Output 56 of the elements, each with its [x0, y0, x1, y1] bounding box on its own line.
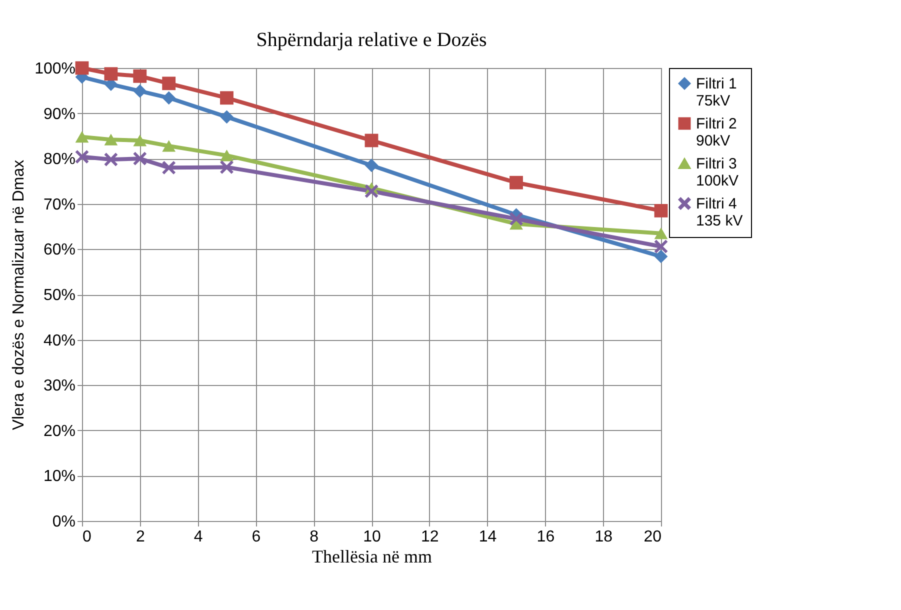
y-tick-label: 50% [43, 287, 76, 304]
x-tick-label: 6 [252, 528, 261, 546]
y-tick-label: 80% [43, 151, 76, 168]
y-tick-label: 10% [43, 468, 76, 486]
legend-label: Filtri 4 135 kV [696, 196, 743, 230]
y-tick-label: 40% [43, 332, 76, 350]
point [654, 240, 668, 254]
y-tick-label: 20% [43, 422, 76, 440]
x-tick-label: 4 [194, 528, 203, 546]
point [75, 61, 89, 75]
y-tick-label: 90% [43, 106, 76, 123]
point [133, 69, 147, 83]
point [364, 134, 378, 148]
point [220, 160, 234, 174]
point [510, 212, 523, 226]
legend-label: Filtri 3 100kV [696, 156, 739, 190]
y-axis-title: Vlera e dozës e Normalizuar në Dmax [10, 160, 28, 430]
point [133, 152, 147, 166]
point [133, 84, 147, 98]
y-tick-label: 100% [34, 60, 76, 78]
x-tick-label: 14 [478, 528, 497, 546]
point [220, 150, 234, 162]
y-tick-label: 70% [43, 196, 76, 214]
point [220, 91, 234, 105]
x-tick-label: 2 [136, 528, 145, 546]
x-axis-title: Thellësia në mm [312, 546, 432, 566]
point [654, 250, 668, 264]
point [510, 176, 523, 190]
legend-label: Filtri 1 75kV [696, 76, 737, 110]
point [133, 134, 147, 146]
y-tick-label: 0% [52, 514, 76, 530]
point [104, 67, 118, 81]
point [75, 150, 89, 164]
point [654, 204, 668, 218]
y-tick-label: 30% [43, 378, 76, 395]
point [364, 184, 378, 198]
point [104, 134, 118, 146]
point [654, 228, 668, 240]
y-tick-label: 60% [43, 242, 76, 259]
legend-label: Filtri 2 90kV [696, 116, 737, 150]
point [75, 131, 89, 143]
point [162, 91, 176, 105]
x-tick-label: 16 [536, 528, 555, 546]
x-tick-label: 0 [82, 528, 92, 546]
x-tick-label: 20 [644, 528, 662, 546]
point [220, 110, 234, 124]
x-tick-label: 8 [310, 528, 319, 546]
x-tick-label: 12 [421, 528, 439, 546]
point [162, 76, 176, 90]
x-tick-label: 18 [594, 528, 613, 546]
point [162, 140, 176, 152]
point [104, 152, 118, 166]
point [162, 160, 176, 174]
chart-title: Shpërndarja relative e Dozës [256, 29, 487, 51]
x-tick-label: 10 [363, 528, 381, 546]
point [364, 158, 378, 172]
